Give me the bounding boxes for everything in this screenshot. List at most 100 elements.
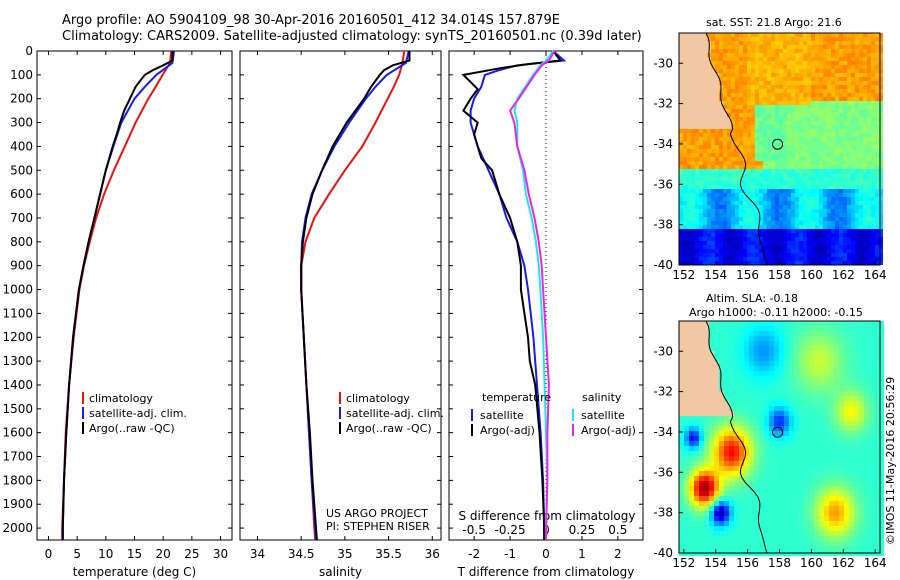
map-cell [879,185,883,189]
map-cell [854,526,859,531]
map-cell [719,391,724,396]
map-cell [879,446,884,451]
map-cell [695,137,699,141]
map-cell [679,245,683,249]
map-cell [689,441,694,446]
map-cell [704,451,709,456]
map-cell [714,366,719,371]
map-cell [729,331,734,336]
map-cell [803,245,807,249]
map-cell [714,496,719,501]
map-cell [771,193,775,197]
map-cell [723,161,727,165]
map-cell [739,491,744,496]
map-cell [714,511,719,516]
map-cell [794,391,799,396]
map-cell [771,61,775,65]
map-cell [715,65,719,69]
map-cell [695,77,699,81]
map-cell [819,521,824,526]
map-cell [835,93,839,97]
map-cell [823,173,827,177]
map-cell [751,209,755,213]
map-cell [799,101,803,105]
map-cell [711,69,715,73]
map-cell [687,213,691,217]
map-cell [759,341,764,346]
map-cell [843,137,847,141]
map-cell [831,233,835,237]
map-cell [679,481,684,486]
map-cell [814,411,819,416]
map-cell [755,37,759,41]
map-cell [683,93,687,97]
map-cell [835,157,839,161]
map-cell [787,93,791,97]
xtick-label: 34 [250,547,265,561]
map-cell [791,257,795,261]
map-cell [847,101,851,105]
map-cell [867,109,871,113]
map-cell [839,181,843,185]
map-cell [731,233,735,237]
map-cell [715,77,719,81]
map-cell [839,356,844,361]
map-cell [739,93,743,97]
map-cell [719,331,724,336]
map-cell [764,461,769,466]
map-cell [834,461,839,466]
map-cell [815,193,819,197]
map-cell [719,411,724,416]
map-cell [783,129,787,133]
sla-map: 152 154 156 158 160 162 164-30-32-34-36-38-40A… [653,292,886,570]
map-cell [727,249,731,253]
map-cell [863,61,867,65]
map-cell [859,201,863,205]
map-cell [823,89,827,93]
map-cell [759,153,763,157]
map-cell [843,109,847,113]
map-cell [704,336,709,341]
map-cell [704,446,709,451]
map-cell [709,526,714,531]
map-cell [811,201,815,205]
map-cell [759,97,763,101]
map-cell [715,241,719,245]
map-cell [755,61,759,65]
map-cell [719,201,723,205]
map-cell [855,145,859,149]
map-cell [879,356,884,361]
map-cell [869,421,874,426]
map-cell [874,471,879,476]
map-cell [859,97,863,101]
map-cell [739,65,743,69]
map-cell [859,451,864,456]
map-cell [791,97,795,101]
map-cell [749,481,754,486]
ytick-label: 2000 [2,521,33,535]
map-xtick-label: 160 [800,268,823,282]
map-cell [723,69,727,73]
map-cell [707,109,711,113]
map-cell [691,121,695,125]
map-cell [683,77,687,81]
map-cell [791,33,795,37]
map-cell [709,451,714,456]
map-cell [847,141,851,145]
map-cell [683,237,687,241]
map-cell [803,69,807,73]
map-cell [823,249,827,253]
map-cell [703,49,707,53]
map-cell [715,157,719,161]
map-cell [875,41,879,45]
map-cell [779,261,783,265]
map-cell [814,501,819,506]
map-cell [734,496,739,501]
map-cell [679,356,684,361]
map-cell [811,233,815,237]
title-line-1: Argo profile: AO 5904109_98 30-Apr-2016 … [62,13,560,28]
map-cell [767,205,771,209]
map-cell [755,53,759,57]
map-cell [851,209,855,213]
map-cell [679,526,684,531]
